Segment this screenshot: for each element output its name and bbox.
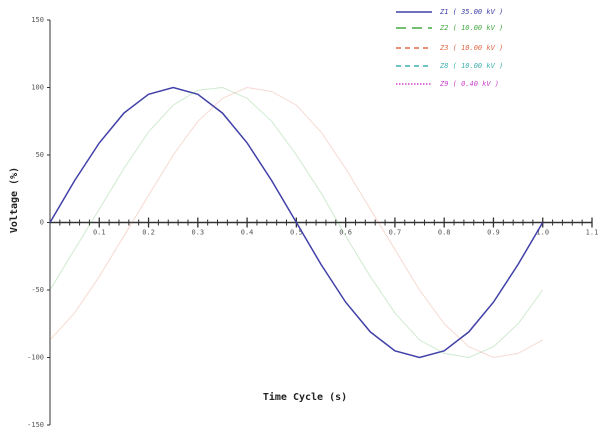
legend-label: Z8 ( 10.00 kV ) [439, 62, 503, 70]
series-line [49, 86, 543, 359]
x-tick-label: 0.3 [191, 229, 204, 237]
y-tick-label: 100 [31, 84, 44, 92]
x-tick-label: 1.0 [536, 229, 549, 237]
x-tick-label: 0.7 [389, 229, 402, 237]
y-tick-label: 0 [40, 219, 44, 227]
x-tick-label: 0.5 [290, 229, 303, 237]
legend-label: Z1 ( 35.00 kV ) [439, 8, 503, 16]
series-line [49, 86, 544, 359]
y-tick-label: 150 [31, 16, 44, 24]
x-tick-label: 0.9 [487, 229, 500, 237]
x-axis-label: Time Cycle (s) [263, 391, 347, 403]
y-tick-label: 50 [36, 151, 44, 159]
x-tick-label: 1.1 [586, 229, 598, 237]
y-tick-label: -150 [27, 421, 44, 429]
legend-label: Z3 ( 10.00 kV ) [439, 44, 503, 52]
y-tick-label: -100 [27, 354, 44, 362]
x-tick-label: 0.1 [93, 229, 106, 237]
x-tick-label: 0.6 [339, 229, 352, 237]
x-tick-label: 0.4 [241, 229, 254, 237]
y-tick-label: -50 [31, 286, 44, 294]
x-tick-label: 0.8 [438, 229, 451, 237]
legend-label: Z2 ( 10.00 kV ) [439, 24, 503, 32]
y-axis-label: Voltage (%) [9, 167, 20, 233]
x-tick-label: 0.2 [142, 229, 155, 237]
series-line [49, 86, 544, 359]
legend-label: Z9 ( 0.40 kV ) [439, 80, 499, 88]
